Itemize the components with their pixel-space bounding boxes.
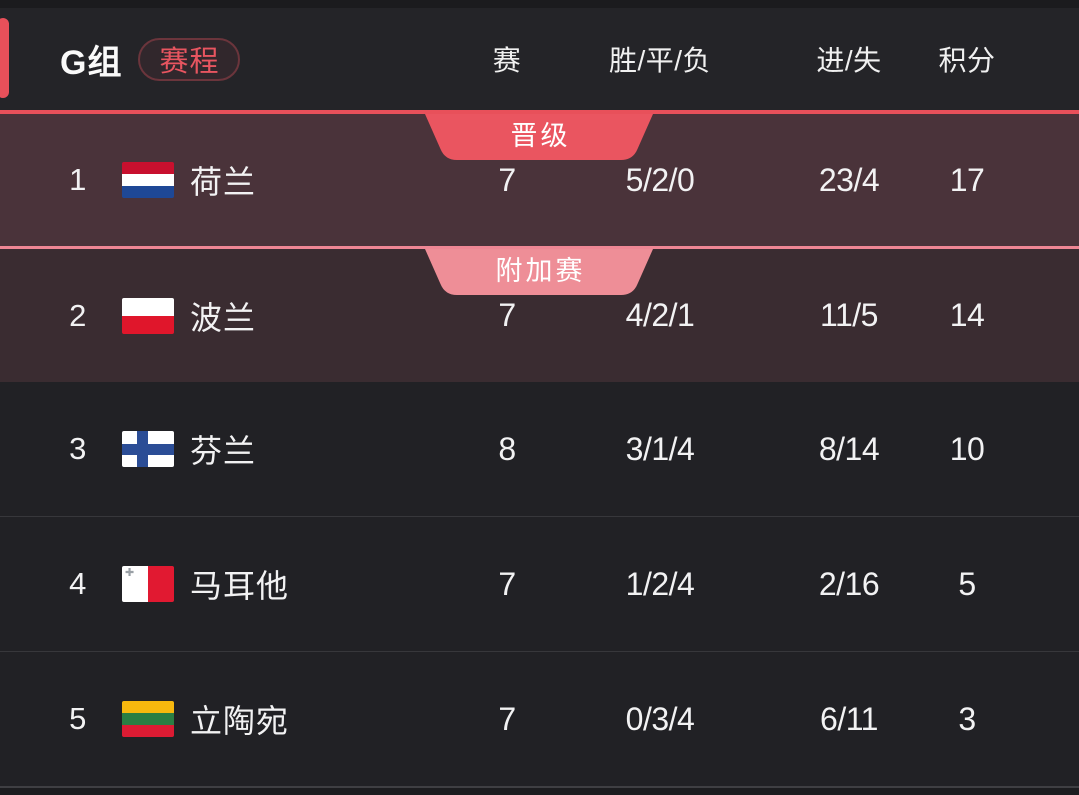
played-value: 7 [498,297,516,333]
qualification-badge-label: 晋级 [510,121,571,151]
team-cell: 马耳他 [115,561,490,607]
poland-flag-icon [122,297,174,334]
lithuania-flag-icon [122,701,174,737]
points-value: 5 [958,565,976,602]
points-value: 10 [949,430,985,467]
schedule-button[interactable]: 赛程 [138,37,241,81]
team-cell: 芬兰 [115,426,490,472]
rank: 3 [69,431,86,466]
team-name: 荷兰 [190,164,257,200]
column-header-points: 积分 [938,45,996,76]
gfga-value: 8/14 [818,430,880,467]
rank: 1 [69,162,86,197]
rank: 2 [69,297,86,333]
rank: 4 [69,566,86,601]
header-divider [0,110,1079,114]
table-row[interactable]: 3 芬兰 8 3/1/4 8/14 10 [0,382,1079,516]
team-name: 芬兰 [190,433,257,469]
group-title: G组 [60,43,123,82]
wdl-value: 5/2/0 [625,161,695,198]
team-cell: 荷兰 [115,157,490,203]
team-name: 波兰 [190,299,257,336]
malta-flag-icon [122,566,174,602]
qualification-badge: 晋级 [425,114,653,160]
wdl-value: 0/3/4 [625,700,695,737]
qualification-badge: 附加赛 [425,249,653,295]
wdl-value: 3/1/4 [625,430,695,467]
finland-flag-icon [122,431,174,467]
gfga-value: 6/11 [820,700,878,737]
gfga-value: 11/5 [820,297,878,333]
gfga-value: 2/16 [818,565,880,602]
points-value: 3 [958,700,976,737]
column-header-gfga: 进/失 [816,45,882,76]
played-value: 8 [498,430,516,467]
points-value: 17 [949,161,985,198]
team-name: 马耳他 [190,568,290,604]
played-value: 7 [498,161,516,198]
netherlands-flag-icon [122,162,174,198]
gfga-value: 23/4 [818,161,880,198]
rank: 5 [69,701,86,736]
accent-bar [0,18,9,98]
points-value: 14 [949,297,985,333]
table-row[interactable]: 晋级 1 荷兰 7 5/2/0 23/4 17 [0,114,1079,249]
standings-rows: 晋级 1 荷兰 7 5/2/0 23/4 17 附加赛 2 波兰 7 4/2/1… [0,114,1079,786]
column-header-played: 赛 [492,45,522,76]
table-row[interactable]: 5 立陶宛 7 0/3/4 6/11 3 [0,651,1079,786]
wdl-value: 1/2/4 [625,565,695,602]
qualification-badge-label: 附加赛 [495,256,586,286]
table-row[interactable]: 4 马耳他 7 1/2/4 2/16 5 [0,516,1079,651]
column-header-wdl: 胜/平/负 [608,45,712,76]
top-strip [0,0,1079,8]
bottom-fill [0,788,1079,795]
table-header: G组 赛程 赛 胜/平/负 进/失 积分 [0,8,1079,110]
wdl-value: 4/2/1 [625,297,695,333]
team-cell: 立陶宛 [115,696,490,742]
team-cell: 波兰 [115,293,490,339]
team-name: 立陶宛 [190,703,290,739]
played-value: 7 [498,700,516,737]
played-value: 7 [498,565,516,602]
bottom-divider [0,786,1079,788]
table-row[interactable]: 附加赛 2 波兰 7 4/2/1 11/5 14 [0,249,1079,382]
